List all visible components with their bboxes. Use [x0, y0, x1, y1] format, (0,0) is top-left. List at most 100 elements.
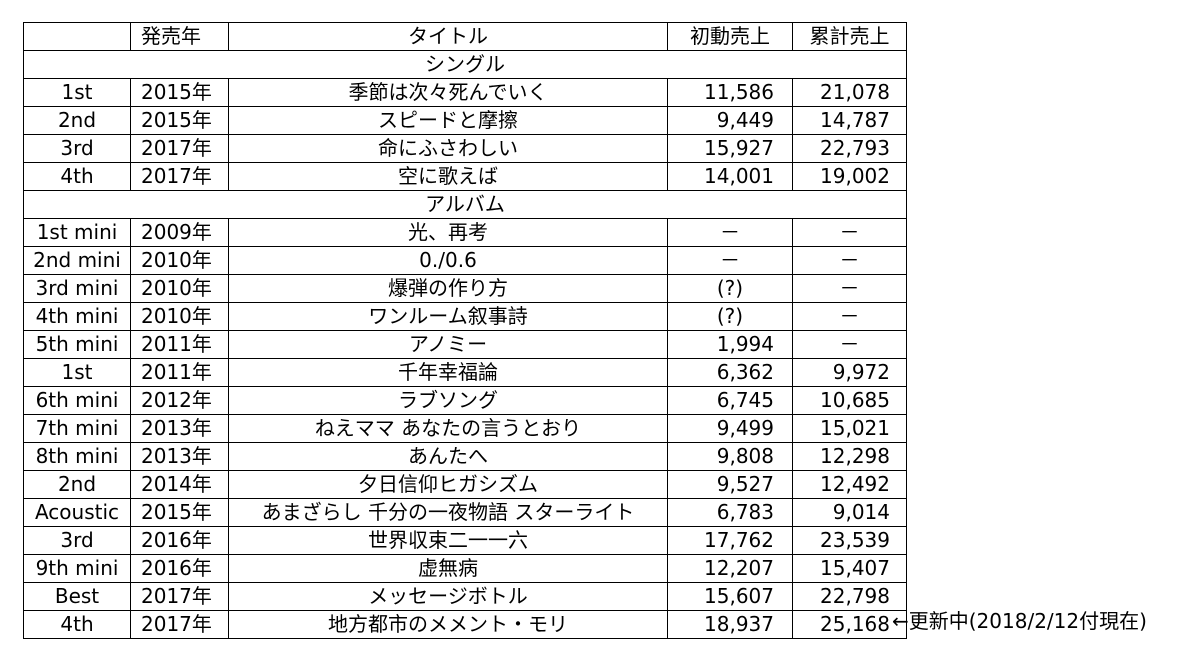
first-week-sales-cell: 9,527 — [667, 470, 793, 499]
release-year-cell: 2010年 — [130, 246, 229, 275]
table-row: Best 2017年 メッセージボトル 15,607 22,798 — [23, 582, 907, 611]
total-sales-cell: 22,798 — [792, 582, 907, 611]
sales-table-body: 発売年 タイトル 初動売上 累計売上 シングル 1st 2015年 季節は次々死んでい… — [23, 22, 907, 639]
table-row: 1st mini 2009年 光、再考－－ — [23, 218, 907, 247]
release-number-cell: 1st — [23, 78, 131, 107]
total-sales-cell: 10,685 — [792, 386, 907, 415]
first-week-sales-cell: (?) — [667, 302, 793, 331]
title-cell: スピードと摩擦 — [228, 106, 668, 135]
title-cell: 夕日信仰ヒガシズム — [228, 470, 668, 499]
table-row: 3rd 2016年 世界収束二一一六 17,762 23,539 — [23, 526, 907, 555]
section-label: シングル — [23, 50, 907, 79]
section-label: アルバム — [23, 190, 907, 219]
release-year-cell: 2016年 — [130, 526, 229, 555]
release-year-cell: 2011年 — [130, 358, 229, 387]
total-sales-cell: － — [792, 330, 907, 359]
release-number-cell: Acoustic — [23, 498, 131, 527]
total-sales-cell: － — [792, 218, 907, 247]
release-number-cell: 1st — [23, 358, 131, 387]
release-number-cell: 3rd mini — [23, 274, 131, 303]
header-number — [23, 22, 131, 51]
release-year-cell: 2017年 — [130, 134, 229, 163]
update-note: ←更新中(2018/2/12付現在) — [892, 609, 1147, 633]
title-cell: 千年幸福論 — [228, 358, 668, 387]
table-row: 6th mini 2012年 ラブソング 6,745 10,685 — [23, 386, 907, 415]
release-year-cell: 2011年 — [130, 330, 229, 359]
release-number-cell: 4th — [23, 162, 131, 191]
release-year-cell: 2014年 — [130, 470, 229, 499]
release-year-cell: 2015年 — [130, 78, 229, 107]
first-week-sales-cell: 15,927 — [667, 134, 793, 163]
title-cell: アノミー — [228, 330, 668, 359]
release-year-cell: 2016年 — [130, 554, 229, 583]
table-row: 4th 2017年 地方都市のメメント・モリ 18,937 25,168 — [23, 610, 907, 639]
release-number-cell: 3rd — [23, 134, 131, 163]
release-year-cell: 2017年 — [130, 582, 229, 611]
release-year-cell: 2015年 — [130, 498, 229, 527]
table-row: 2nd 2014年 夕日信仰ヒガシズム 9,527 12,492 — [23, 470, 907, 499]
header-first-week-sales: 初動売上 — [667, 22, 793, 51]
release-number-cell: 2nd mini — [23, 246, 131, 275]
release-year-cell: 2010年 — [130, 302, 229, 331]
release-year-cell: 2013年 — [130, 442, 229, 471]
table-row: 9th mini 2016年 虚無病 12,207 15,407 — [23, 554, 907, 583]
table-row: 8th mini 2013年 あんたへ 9,808 12,298 — [23, 442, 907, 471]
table-row: 3rd 2017年 命にふさわしい 15,927 22,793 — [23, 134, 907, 163]
release-number-cell: 6th mini — [23, 386, 131, 415]
total-sales-cell: 15,021 — [792, 414, 907, 443]
title-cell: あんたへ — [228, 442, 668, 471]
title-cell: 地方都市のメメント・モリ — [228, 610, 668, 639]
total-sales-cell: 9,014 — [792, 498, 907, 527]
first-week-sales-cell: 17,762 — [667, 526, 793, 555]
total-sales-cell: 19,002 — [792, 162, 907, 191]
table-row: 1st 2011年 千年幸福論 6,362 9,972 — [23, 358, 907, 387]
total-sales-cell: 25,168 — [792, 610, 907, 639]
total-sales-cell: 22,793 — [792, 134, 907, 163]
header-title: タイトル — [228, 22, 668, 51]
table-row: 1st 2015年 季節は次々死んでいく 11,586 21,078 — [23, 78, 907, 107]
table-row: Acoustic 2015年 あまざらし 千分の一夜物語 スターライト 6,783 9,… — [23, 498, 907, 527]
first-week-sales-cell: 9,808 — [667, 442, 793, 471]
release-number-cell: 4th mini — [23, 302, 131, 331]
first-week-sales-cell: 1,994 — [667, 330, 793, 359]
total-sales-cell: 15,407 — [792, 554, 907, 583]
release-number-cell: 3rd — [23, 526, 131, 555]
total-sales-cell: 21,078 — [792, 78, 907, 107]
table-row: 4th mini 2010年 ワンルーム叙事詩 (?) － — [23, 302, 907, 331]
release-number-cell: Best — [23, 582, 131, 611]
first-week-sales-cell: － — [667, 218, 793, 247]
header-total-sales: 累計売上 — [792, 22, 907, 51]
first-week-sales-cell: 12,207 — [667, 554, 793, 583]
section-row: シングル — [23, 50, 907, 79]
title-cell: メッセージボトル — [228, 582, 668, 611]
total-sales-cell: 12,298 — [792, 442, 907, 471]
total-sales-cell: 9,972 — [792, 358, 907, 387]
first-week-sales-cell: 18,937 — [667, 610, 793, 639]
first-week-sales-cell: 9,449 — [667, 106, 793, 135]
release-year-cell: 2013年 — [130, 414, 229, 443]
title-cell: ラブソング — [228, 386, 668, 415]
total-sales-cell: － — [792, 246, 907, 275]
table-row: 4th 2017年 空に歌えば 14,001 19,002 — [23, 162, 907, 191]
first-week-sales-cell: 14,001 — [667, 162, 793, 191]
total-sales-cell: － — [792, 274, 907, 303]
title-cell: 光、再考 — [228, 218, 668, 247]
title-cell: 世界収束二一一六 — [228, 526, 668, 555]
release-year-cell: 2015年 — [130, 106, 229, 135]
first-week-sales-cell: 11,586 — [667, 78, 793, 107]
release-number-cell: 5th mini — [23, 330, 131, 359]
section-row: アルバム — [23, 190, 907, 219]
total-sales-cell: 23,539 — [792, 526, 907, 555]
first-week-sales-cell: 6,362 — [667, 358, 793, 387]
release-year-cell: 2017年 — [130, 162, 229, 191]
sales-table: 発売年 タイトル 初動売上 累計売上 シングル 1st 2015年 季節は次々死んでい… — [23, 22, 907, 639]
total-sales-cell: 12,492 — [792, 470, 907, 499]
release-year-cell: 2009年 — [130, 218, 229, 247]
title-cell: 虚無病 — [228, 554, 668, 583]
first-week-sales-cell: (?) — [667, 274, 793, 303]
header-row: 発売年 タイトル 初動売上 累計売上 — [23, 22, 907, 51]
release-number-cell: 9th mini — [23, 554, 131, 583]
title-cell: ねえママ あなたの言うとおり — [228, 414, 668, 443]
title-cell: 爆弾の作り方 — [228, 274, 668, 303]
title-cell: 季節は次々死んでいく — [228, 78, 668, 107]
